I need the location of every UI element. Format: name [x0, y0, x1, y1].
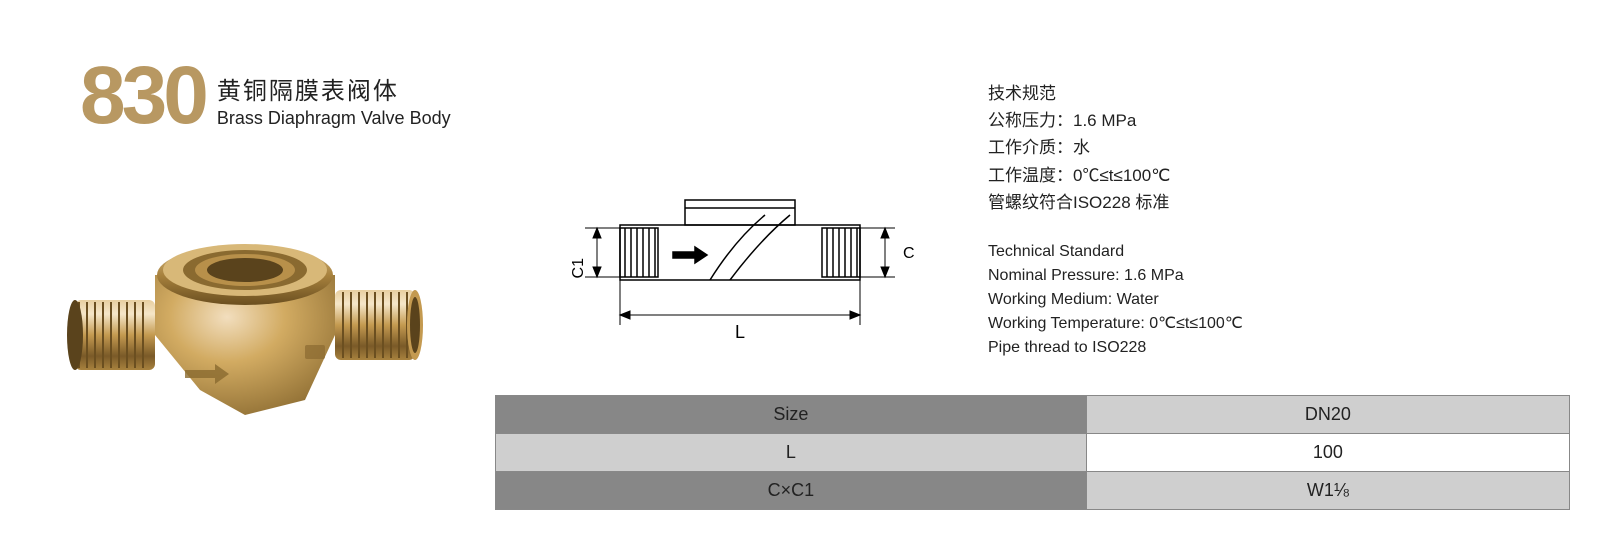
dim-L: L — [735, 322, 745, 342]
table-row: L 100 — [496, 434, 1570, 472]
title-en: Brass Diaphragm Valve Body — [217, 108, 451, 129]
title-block: 黄铜隔膜表阀体 Brass Diaphragm Valve Body — [217, 63, 451, 129]
spec-cn-medium: 工作介质：水 — [988, 134, 1170, 161]
dim-C1: C1 — [570, 258, 587, 279]
spec-cn-thread: 管螺纹符合ISO228 标准 — [988, 189, 1170, 216]
table-row: C×C1 W1⅛ — [496, 472, 1570, 510]
spec-cn-temp: 工作温度：0℃≤t≤100℃ — [988, 162, 1170, 189]
spec-cn-pressure: 公称压力：1.6 MPa — [988, 107, 1170, 134]
spec-en-medium: Working Medium: Water — [988, 288, 1243, 312]
title-cn: 黄铜隔膜表阀体 — [217, 71, 451, 106]
spec-en-pressure: Nominal Pressure: 1.6 MPa — [988, 264, 1243, 288]
specs-en: Technical Standard Nominal Pressure: 1.6… — [988, 240, 1243, 360]
table-row: Size DN20 — [496, 396, 1570, 434]
cell-size-label: Size — [496, 396, 1087, 434]
cell-CC1-value: W1⅛ — [1086, 472, 1569, 510]
model-number: 830 — [80, 55, 205, 137]
size-table: Size DN20 L 100 C×C1 W1⅛ — [495, 395, 1570, 510]
header: 830 黄铜隔膜表阀体 Brass Diaphragm Valve Body — [80, 55, 451, 137]
cell-size-value: DN20 — [1086, 396, 1569, 434]
dim-C: C — [903, 245, 915, 262]
spec-cn-std: 技术规范 — [988, 80, 1170, 107]
technical-drawing: L C C1 — [555, 160, 925, 370]
product-photo — [45, 180, 445, 460]
spec-en-thread: Pipe thread to ISO228 — [988, 336, 1243, 360]
specs-cn: 技术规范 公称压力：1.6 MPa 工作介质：水 工作温度：0℃≤t≤100℃ … — [988, 80, 1170, 216]
spec-en-temp: Working Temperature: 0℃≤t≤100℃ — [988, 312, 1243, 336]
cell-CC1-label: C×C1 — [496, 472, 1087, 510]
cell-L-value: 100 — [1086, 434, 1569, 472]
spec-en-std: Technical Standard — [988, 240, 1243, 264]
cell-L-label: L — [496, 434, 1087, 472]
